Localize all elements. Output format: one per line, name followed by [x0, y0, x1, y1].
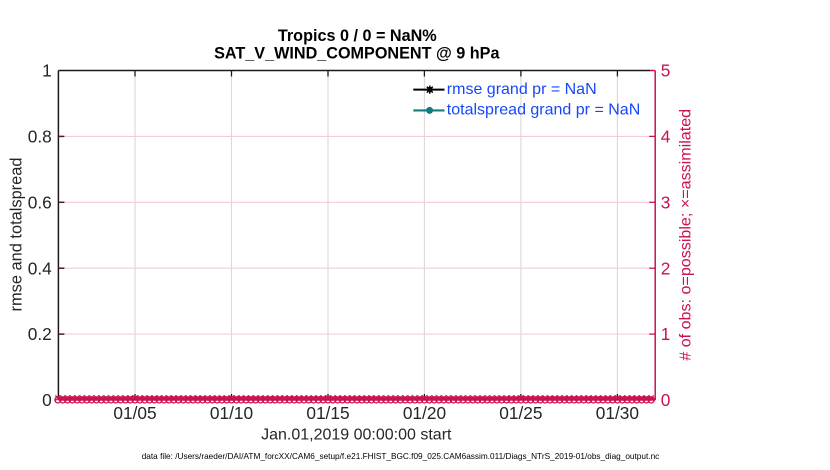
svg-text:Jan.01,2019 00:00:00 start: Jan.01,2019 00:00:00 start — [261, 426, 452, 443]
svg-text:totalspread grand pr = NaN: totalspread grand pr = NaN — [447, 102, 640, 119]
svg-text:01/15: 01/15 — [306, 403, 349, 423]
svg-text:1: 1 — [661, 324, 671, 344]
svg-text:0: 0 — [661, 390, 671, 410]
svg-text:2: 2 — [661, 258, 671, 278]
svg-text:Tropics 0 / 0 = NaN%: Tropics 0 / 0 = NaN% — [278, 27, 437, 45]
svg-text:01/30: 01/30 — [596, 403, 639, 423]
svg-text:01/20: 01/20 — [403, 403, 446, 423]
svg-text:4: 4 — [661, 127, 671, 147]
svg-text:0.2: 0.2 — [28, 324, 52, 344]
svg-text:SAT_V_WIND_COMPONENT @ 9 hPa: SAT_V_WIND_COMPONENT @ 9 hPa — [214, 45, 500, 63]
svg-text:data file: /Users/raeder/DAI/A: data file: /Users/raeder/DAI/ATM_forcXX/… — [142, 452, 660, 461]
svg-text:0: 0 — [42, 390, 52, 410]
svg-text:0.6: 0.6 — [28, 192, 52, 212]
svg-text:01/10: 01/10 — [210, 403, 253, 423]
svg-text:rmse and totalspread: rmse and totalspread — [7, 158, 25, 312]
svg-text:01/25: 01/25 — [499, 403, 542, 423]
svg-text:# of obs: o=possible; ×=assimi: # of obs: o=possible; ×=assimilated — [677, 109, 695, 361]
svg-text:1: 1 — [42, 61, 52, 81]
svg-text:0.4: 0.4 — [28, 258, 52, 278]
svg-text:rmse grand pr = NaN: rmse grand pr = NaN — [447, 81, 597, 98]
svg-text:0.8: 0.8 — [28, 127, 52, 147]
svg-text:3: 3 — [661, 192, 671, 212]
svg-text:01/05: 01/05 — [113, 403, 156, 423]
svg-text:5: 5 — [661, 61, 671, 81]
